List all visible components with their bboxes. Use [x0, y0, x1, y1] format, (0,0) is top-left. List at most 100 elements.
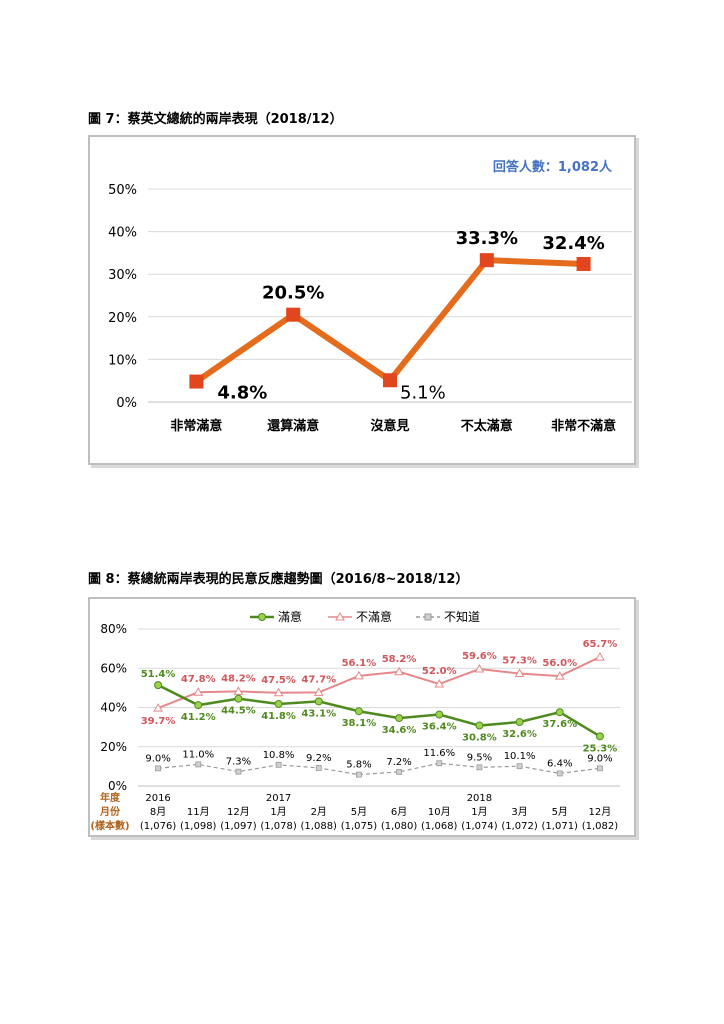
x-category-label: 非常滿意	[170, 418, 222, 434]
unknown-point-marker	[275, 761, 282, 768]
satisfied-data-label: 32.6%	[502, 729, 537, 740]
series-line	[194, 257, 584, 385]
satisfied-data-label: 44.5%	[221, 706, 256, 717]
unknown-data-label: 9.5%	[467, 752, 492, 763]
satisfied-data-label: 41.2%	[181, 712, 216, 723]
satisfied-data-label: 37.6%	[542, 719, 577, 730]
data-point-marker	[383, 373, 397, 388]
y-tick-label: 40%	[100, 701, 127, 715]
dissatisfied-point-marker	[233, 686, 244, 695]
dissatisfied-point-marker	[434, 678, 445, 688]
unknown-data-label: 10.8%	[263, 750, 295, 761]
y-tick-label: 80%	[100, 622, 127, 636]
dissatisfied-point-marker	[394, 666, 404, 676]
y-tick-label: 60%	[100, 661, 127, 675]
data-label: 5.1%	[400, 382, 446, 403]
unknown-data-label: 9.0%	[587, 753, 612, 764]
x-month-label: 10月	[428, 806, 451, 818]
data-point-marker	[576, 256, 591, 271]
dissatisfied-data-label: 39.7%	[141, 716, 176, 727]
x-year-label: 2018	[467, 793, 492, 804]
data-point-marker	[286, 307, 301, 322]
x-month-label: 5月	[552, 806, 568, 818]
x-month-label: 8月	[150, 806, 166, 818]
unknown-data-label: 9.0%	[145, 753, 170, 764]
unknown-data-label: 11.0%	[182, 749, 214, 760]
unknown-point-marker	[315, 765, 322, 771]
dissatisfied-point-marker	[554, 671, 565, 680]
unknown-data-label: 7.3%	[226, 757, 251, 768]
x-sample-size-label: (1,080)	[381, 821, 418, 832]
x-category-label: 還算滿意	[267, 418, 319, 434]
dissatisfied-data-label: 57.3%	[502, 656, 537, 667]
x-sample-size-label: (1,075)	[341, 821, 378, 832]
x-sample-size-label: (1,088)	[301, 821, 338, 832]
figure-8-title: 圖 8：蔡總統兩岸表現的民意反應趨勢圖（2016/8~2018/12）	[88, 572, 469, 587]
x-month-label: 2月	[311, 806, 327, 818]
unknown-data-label: 10.1%	[504, 751, 536, 762]
x-year-label: 2017	[266, 793, 291, 804]
satisfied-point-marker	[354, 707, 363, 716]
data-label: 32.4%	[542, 233, 604, 254]
data-point-marker	[479, 253, 494, 268]
legend-marker	[424, 613, 432, 621]
unknown-point-marker	[597, 765, 603, 772]
unknown-point-marker	[436, 760, 443, 767]
x-month-label: 11月	[187, 806, 210, 818]
dissatisfied-data-label: 58.2%	[382, 654, 417, 665]
x-row-label: 月份	[99, 805, 121, 818]
satisfied-point-marker	[595, 732, 604, 741]
x-category-label: 不太滿意	[461, 418, 513, 434]
satisfied-data-label: 34.6%	[382, 725, 417, 736]
dissatisfied-point-marker	[595, 652, 605, 661]
satisfied-data-label: 25.3%	[583, 743, 618, 754]
unknown-data-label: 6.4%	[547, 758, 572, 769]
sample-size-note: 回答人數：1,082人	[493, 159, 613, 175]
figure-8-chart-frame: 0% 20% 40% 60% 80% 滿意 不滿意 不知道 年度 月份 (樣本數) 2016 8月 (1,…	[88, 597, 636, 837]
dissatisfied-data-label: 52.0%	[422, 666, 457, 677]
figure-7-chart: 回答人數：1,082人 0% 10% 20% 30% 40% 50% 非常滿意 還算滿意 沒意見 不…	[108, 159, 632, 434]
x-category-label: 非常不滿意	[551, 418, 616, 434]
x-month-label: 12月	[589, 806, 612, 818]
x-month-label: 3月	[511, 806, 527, 818]
unknown-point-marker	[195, 761, 202, 768]
dissatisfied-data-label: 59.6%	[462, 651, 497, 662]
data-point-marker	[189, 374, 204, 389]
x-sample-size-label: (1,097)	[220, 821, 257, 832]
dissatisfied-point-marker	[354, 670, 364, 680]
satisfied-point-marker	[274, 699, 283, 708]
y-tick-label: 30%	[108, 268, 137, 283]
unknown-point-marker	[235, 768, 242, 775]
satisfied-data-label: 38.1%	[342, 718, 377, 729]
satisfied-point-marker	[395, 714, 404, 723]
x-year-label: 2016	[145, 793, 170, 804]
legend-label: 滿意	[278, 609, 302, 624]
data-label: 20.5%	[262, 283, 324, 304]
satisfied-point-marker	[435, 710, 444, 719]
x-month-label: 6月	[391, 806, 407, 818]
dissatisfied-data-label: 56.0%	[542, 658, 577, 669]
x-month-label: 1月	[471, 806, 487, 818]
unknown-point-marker	[155, 765, 161, 772]
legend-label: 不滿意	[356, 609, 392, 624]
dissatisfied-data-label: 47.5%	[261, 675, 296, 686]
data-label: 4.8%	[217, 383, 267, 404]
x-sample-size-label: (1,082)	[582, 821, 619, 832]
dissatisfied-point-marker	[313, 687, 324, 696]
unknown-data-label: 11.6%	[423, 748, 455, 759]
x-row-label: (樣本數)	[90, 819, 129, 832]
unknown-point-marker	[556, 770, 563, 777]
satisfied-data-label: 41.8%	[261, 711, 296, 722]
satisfied-data-label: 30.8%	[462, 733, 497, 744]
satisfied-data-label: 43.1%	[301, 708, 336, 719]
x-month-label: 12月	[227, 806, 250, 818]
y-tick-label: 40%	[108, 226, 137, 241]
satisfied-point-marker	[194, 701, 203, 710]
figure-7-title: 圖 7：蔡英文總統的兩岸表現（2018/12）	[88, 112, 343, 127]
x-sample-size-label: (1,098)	[180, 821, 217, 832]
x-month-label: 1月	[270, 806, 286, 818]
unknown-data-label: 7.2%	[386, 757, 411, 768]
y-tick-label: 50%	[108, 183, 137, 198]
x-sample-size-label: (1,078)	[260, 821, 297, 832]
dissatisfied-point-marker	[514, 668, 525, 678]
